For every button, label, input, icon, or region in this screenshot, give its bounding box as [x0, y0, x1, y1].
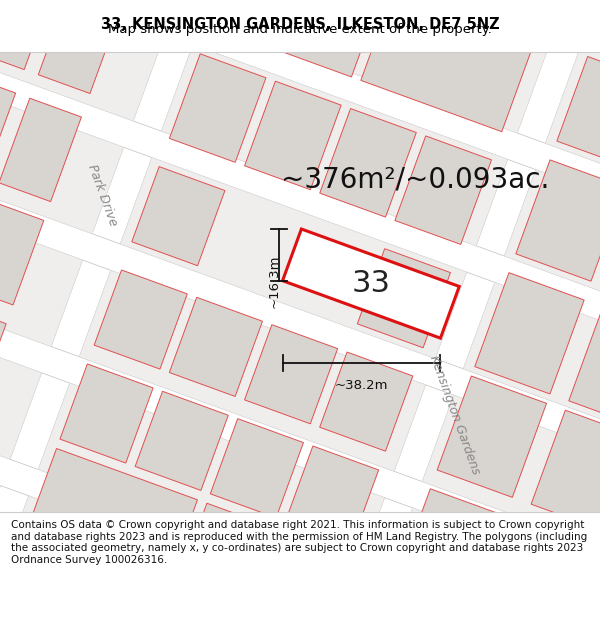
Polygon shape — [38, 4, 116, 94]
Polygon shape — [361, 0, 536, 132]
Polygon shape — [0, 0, 253, 625]
Polygon shape — [475, 272, 584, 394]
Polygon shape — [38, 383, 385, 584]
Text: Park Drive: Park Drive — [85, 162, 119, 228]
Text: 33: 33 — [352, 269, 391, 298]
Polygon shape — [531, 410, 600, 531]
Polygon shape — [362, 601, 464, 625]
Polygon shape — [179, 503, 348, 625]
Polygon shape — [0, 305, 6, 394]
Polygon shape — [286, 446, 379, 545]
Polygon shape — [0, 71, 16, 178]
Polygon shape — [132, 167, 225, 266]
Polygon shape — [79, 270, 425, 471]
Polygon shape — [245, 324, 338, 424]
Polygon shape — [505, 169, 600, 328]
Polygon shape — [245, 81, 341, 190]
Polygon shape — [0, 54, 600, 354]
Text: Contains OS data © Crown copyright and database right 2021. This information is : Contains OS data © Crown copyright and d… — [11, 520, 587, 565]
Polygon shape — [0, 306, 41, 459]
Polygon shape — [60, 364, 153, 463]
Text: ~16.3m: ~16.3m — [268, 255, 281, 308]
Polygon shape — [437, 376, 547, 498]
Text: Map shows position and indicative extent of the property.: Map shows position and indicative extent… — [108, 23, 492, 36]
Polygon shape — [0, 202, 44, 305]
Polygon shape — [422, 395, 600, 553]
Polygon shape — [135, 391, 228, 491]
Polygon shape — [94, 270, 187, 369]
Polygon shape — [0, 0, 164, 121]
Polygon shape — [0, 167, 600, 467]
Polygon shape — [381, 508, 600, 625]
Polygon shape — [320, 109, 416, 217]
Polygon shape — [396, 489, 505, 610]
Polygon shape — [121, 158, 467, 359]
Polygon shape — [0, 81, 124, 234]
Polygon shape — [283, 229, 459, 338]
Text: ~376m²/~0.093ac.: ~376m²/~0.093ac. — [281, 166, 549, 194]
Polygon shape — [0, 280, 600, 580]
Polygon shape — [169, 298, 262, 396]
Polygon shape — [557, 56, 600, 169]
Polygon shape — [0, 0, 224, 8]
Polygon shape — [0, 392, 578, 625]
Polygon shape — [463, 282, 600, 441]
Polygon shape — [0, 193, 83, 346]
Text: ~38.2m: ~38.2m — [335, 379, 388, 392]
Polygon shape — [202, 0, 567, 133]
Polygon shape — [169, 54, 266, 162]
Polygon shape — [211, 0, 386, 77]
Polygon shape — [211, 419, 304, 518]
Text: 33, KENSINGTON GARDENS, ILKESTON, DE7 5NZ: 33, KENSINGTON GARDENS, ILKESTON, DE7 5N… — [101, 17, 499, 32]
Polygon shape — [293, 0, 595, 625]
Polygon shape — [0, 0, 600, 241]
Polygon shape — [395, 136, 491, 244]
Polygon shape — [0, 0, 50, 69]
Polygon shape — [545, 6, 600, 215]
Polygon shape — [161, 45, 508, 246]
Text: Kensington Gardens: Kensington Gardens — [427, 354, 482, 476]
Polygon shape — [29, 449, 197, 575]
Polygon shape — [0, 98, 82, 202]
Polygon shape — [320, 352, 413, 451]
Polygon shape — [358, 249, 451, 348]
Polygon shape — [0, 496, 343, 625]
Polygon shape — [516, 160, 600, 281]
Polygon shape — [322, 621, 569, 625]
Polygon shape — [569, 307, 600, 428]
Polygon shape — [490, 523, 599, 625]
